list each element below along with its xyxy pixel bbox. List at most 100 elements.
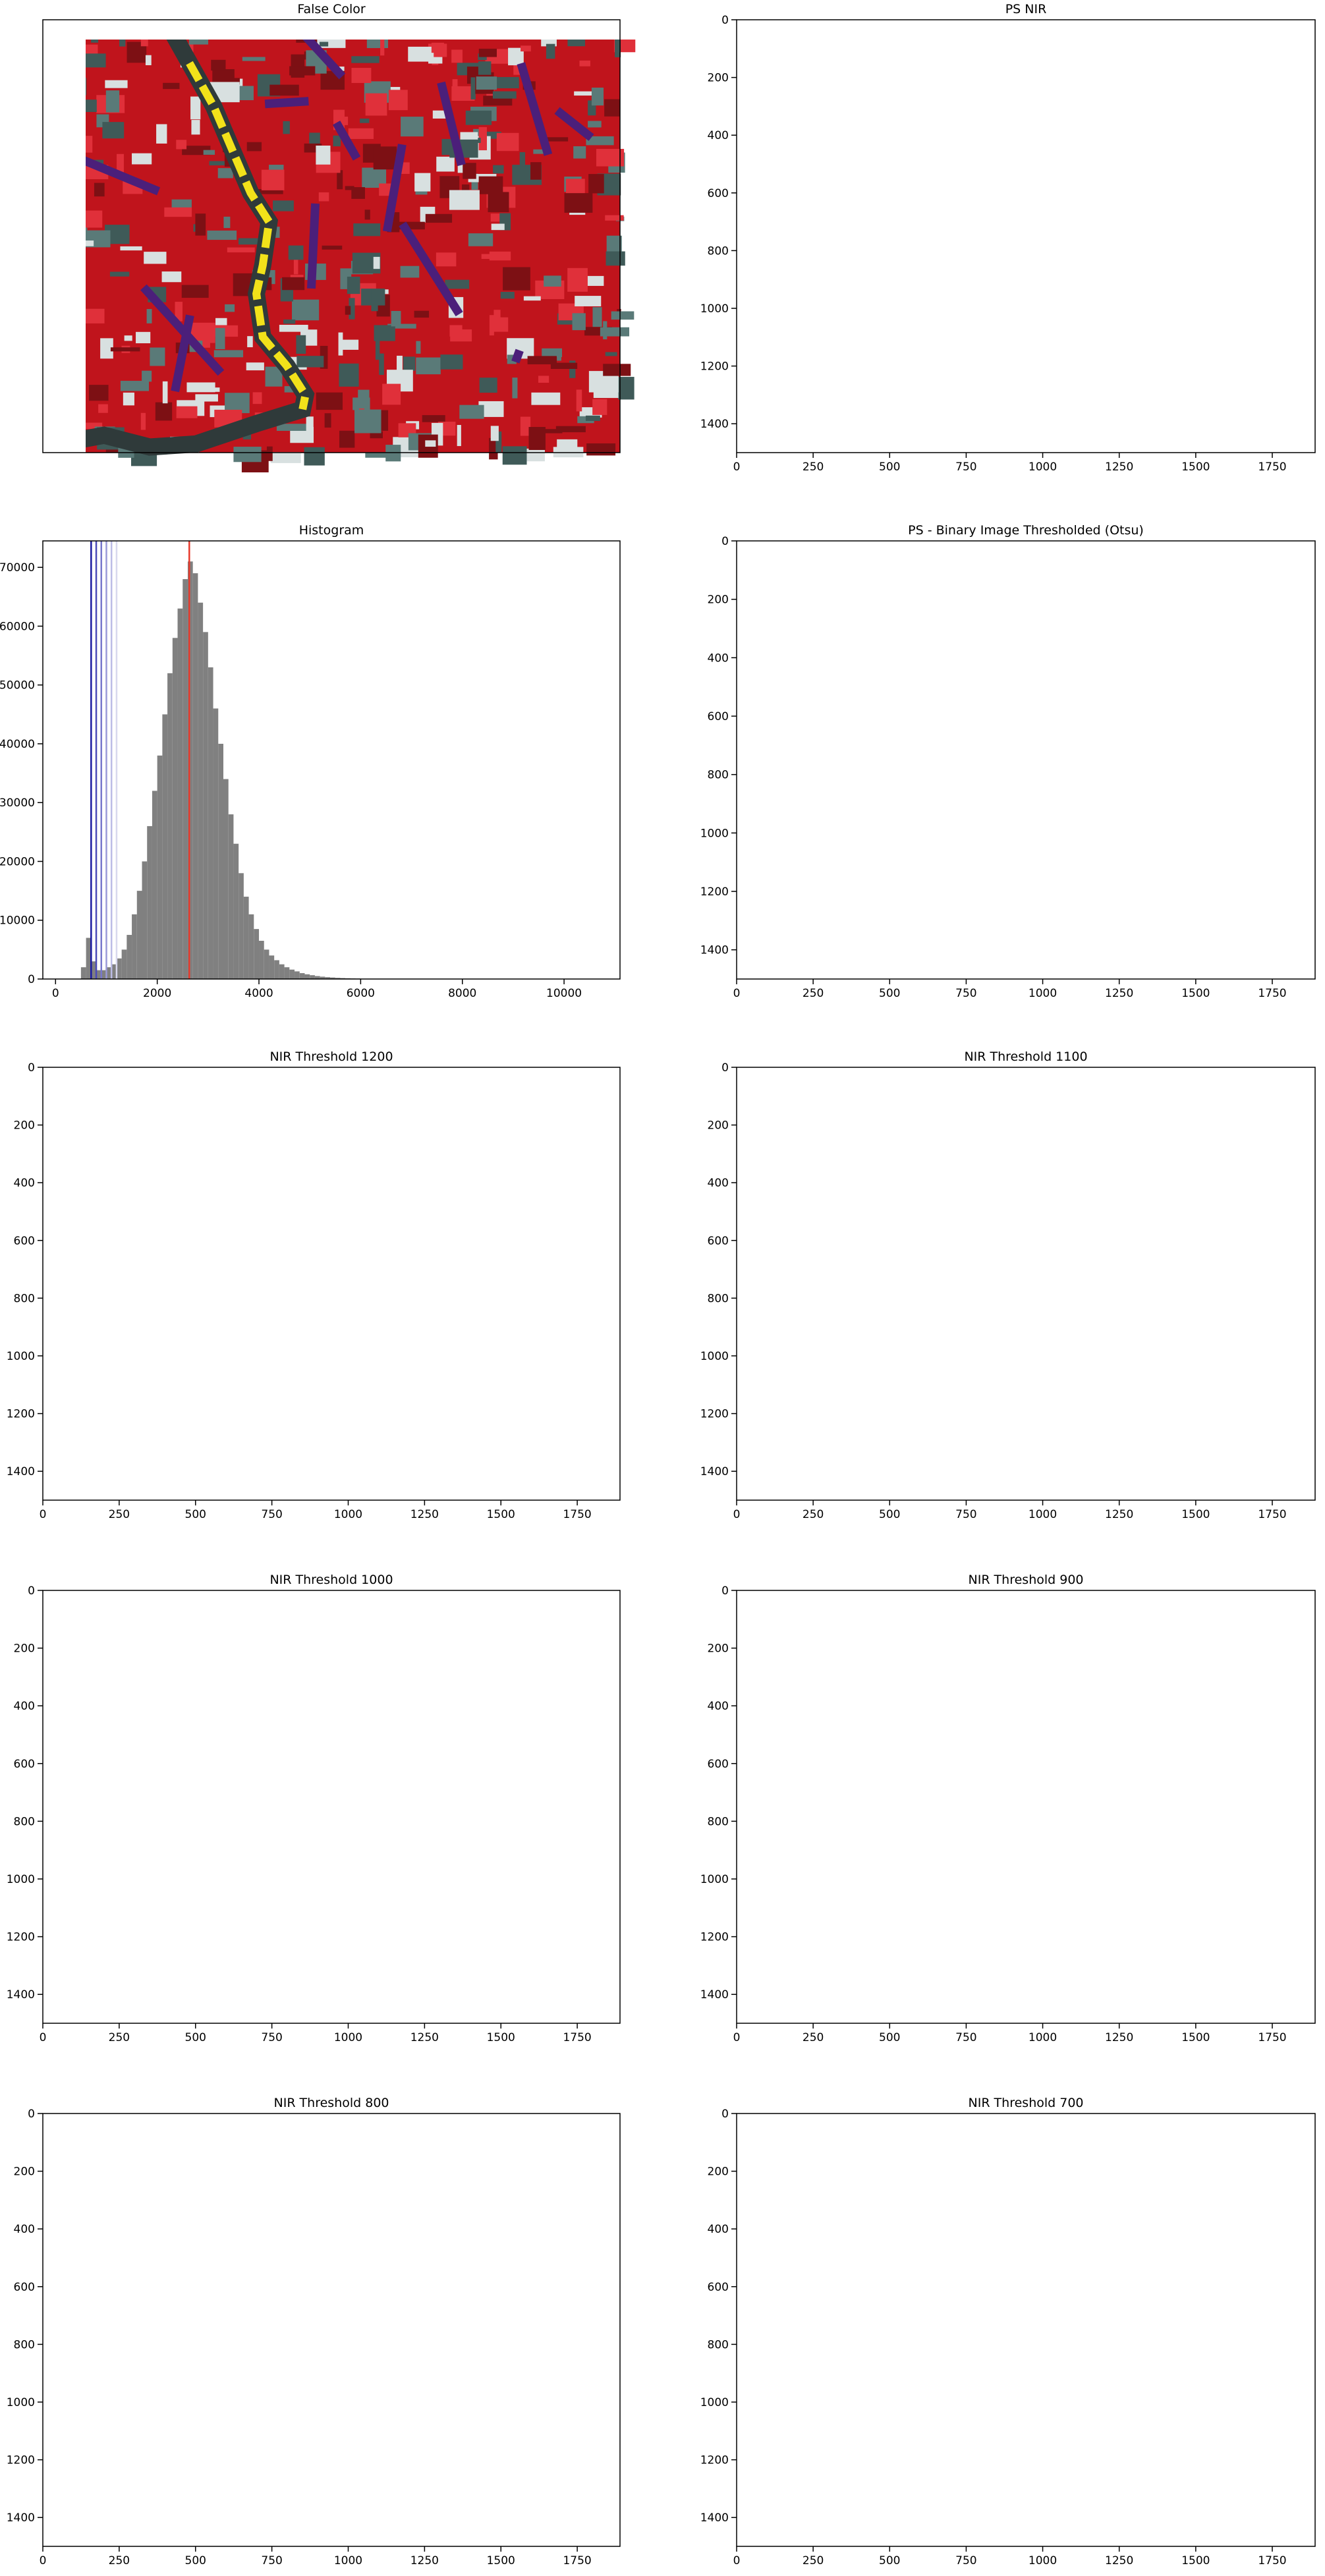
image-patch — [1166, 605, 1179, 607]
image-patch — [1077, 712, 1095, 722]
image-patch — [938, 413, 959, 428]
image-patch — [278, 1788, 279, 1791]
image-patch — [162, 381, 168, 404]
image-patch — [1225, 165, 1248, 176]
image-patch — [540, 1766, 544, 1768]
image-patch — [1251, 85, 1255, 98]
image-patch — [1192, 377, 1200, 396]
image-patch — [1098, 652, 1102, 661]
image-patch — [868, 258, 880, 271]
image-patch — [1260, 756, 1264, 769]
image-patch — [560, 1167, 563, 1171]
image-patch — [816, 252, 838, 259]
image-patch — [500, 1478, 505, 1479]
subplot: NIR Threshold 8000 250 500 750 1000 1250 1500 1… — [7, 2096, 621, 2567]
image-patch — [1288, 569, 1299, 578]
image-patch — [1154, 318, 1163, 334]
image-patch — [996, 777, 1013, 789]
image-patch — [1025, 103, 1037, 121]
image-patch — [849, 260, 870, 269]
image-patch — [916, 596, 922, 601]
image-patch — [788, 169, 806, 186]
image-patch — [1154, 132, 1160, 142]
image-patch — [1129, 893, 1135, 907]
image-patch — [1109, 908, 1125, 916]
image-patch — [1018, 1432, 1021, 1436]
image-patch — [1142, 799, 1145, 814]
image-patch — [881, 31, 885, 43]
image-patch — [1236, 272, 1240, 279]
image-patch — [1151, 623, 1154, 630]
image-patch — [932, 332, 949, 347]
image-patch — [1300, 875, 1320, 885]
image-patch — [1100, 441, 1117, 456]
image-patch — [855, 61, 874, 73]
image-patch — [1262, 659, 1283, 665]
image-patch — [1150, 769, 1170, 779]
image-patch — [1283, 613, 1285, 621]
image-patch — [1116, 71, 1130, 84]
image-patch — [1123, 1314, 1127, 1318]
image-patch — [1194, 553, 1197, 563]
image-patch — [364, 1492, 366, 1494]
sample-line — [332, 121, 361, 161]
image-patch — [1188, 945, 1207, 961]
image-patch — [1243, 557, 1247, 563]
image-patch — [128, 1729, 131, 1731]
image-patch — [428, 57, 443, 64]
y-tick-label: 600 — [14, 1758, 35, 1771]
image-patch — [936, 177, 945, 185]
image-patch — [337, 170, 343, 190]
image-patch — [939, 169, 947, 177]
image-patch — [1295, 434, 1306, 451]
y-tick-label: 30000 — [0, 797, 35, 810]
image-patch — [1029, 746, 1036, 760]
image-patch — [497, 1857, 499, 1858]
image-patch — [731, 732, 751, 737]
image-patch — [788, 1943, 791, 1945]
image-patch — [1090, 541, 1102, 554]
image-patch — [1000, 671, 1007, 683]
image-patch — [1160, 680, 1170, 686]
y-tick-label: 600 — [14, 2281, 35, 2294]
image-patch — [849, 898, 859, 908]
image-patch — [1243, 80, 1249, 99]
image-patch — [1044, 1266, 1049, 1268]
image-patch — [192, 1394, 196, 1398]
image-patch — [840, 790, 861, 793]
image-patch — [812, 260, 833, 279]
image-patch — [1117, 190, 1132, 208]
image-patch — [1085, 621, 1089, 629]
image-patch — [918, 265, 931, 271]
image-patch — [1174, 838, 1193, 847]
image-patch — [808, 134, 830, 139]
image-patch — [814, 701, 822, 709]
image-patch — [227, 247, 255, 253]
image-patch — [855, 1211, 860, 1216]
image-patch — [893, 543, 897, 549]
image-patch — [271, 1373, 274, 1375]
x-tick-label: 500 — [879, 2554, 900, 2567]
image-patch — [780, 600, 787, 615]
image-patch — [861, 669, 866, 678]
image-patch — [1069, 726, 1089, 737]
image-patch — [1285, 616, 1297, 628]
image-patch — [765, 669, 777, 679]
image-patch — [1115, 2485, 1119, 2490]
image-patch — [876, 922, 884, 926]
image-patch — [850, 623, 870, 629]
image-patch — [1065, 187, 1077, 192]
image-patch — [767, 77, 777, 88]
image-patch — [766, 838, 783, 843]
image-patch — [948, 321, 965, 338]
image-patch — [824, 425, 835, 443]
image-patch — [309, 1385, 314, 1387]
image-patch — [1297, 80, 1303, 95]
bar — [254, 929, 260, 979]
image-patch — [1219, 789, 1228, 797]
image-patch — [836, 834, 850, 849]
image-patch — [544, 429, 563, 434]
image-patch — [597, 1074, 602, 1077]
image-patch — [1003, 289, 1017, 302]
image-patch — [370, 1291, 372, 1292]
